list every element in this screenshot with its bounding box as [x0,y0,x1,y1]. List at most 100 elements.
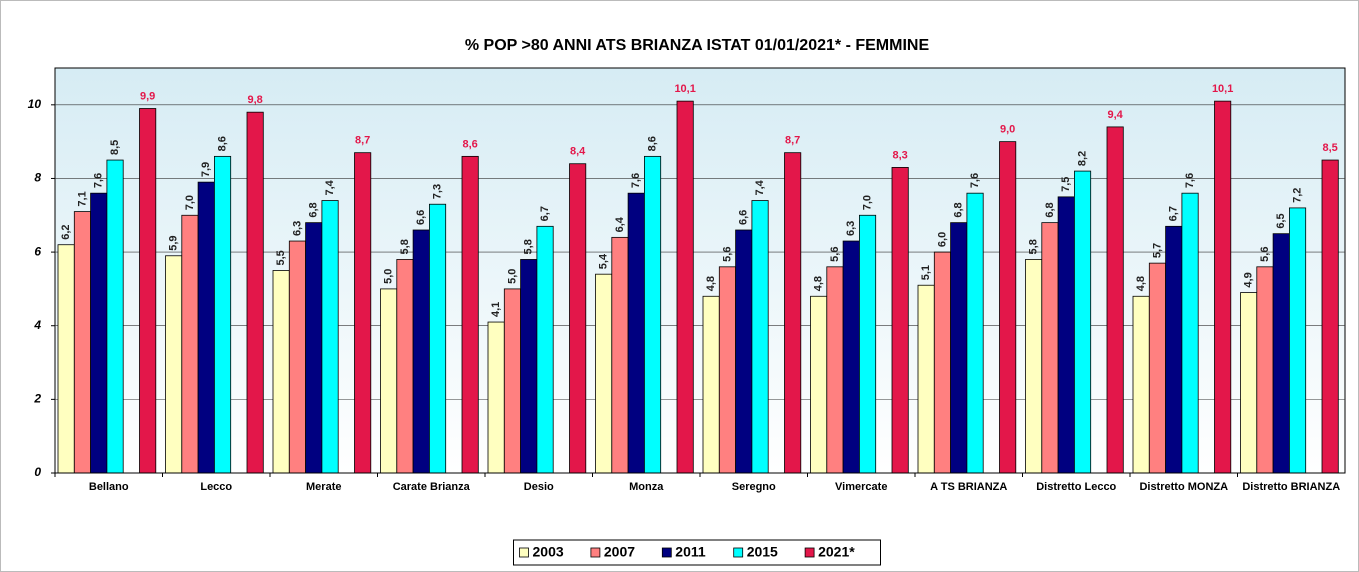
bar [1240,292,1258,474]
value-label: 7,6 [93,173,105,188]
bar [595,273,613,474]
bar [73,211,92,474]
bar [891,167,909,474]
bar [676,100,694,474]
value-label: 6,3 [845,221,857,236]
bar [1041,222,1059,474]
bar [461,155,479,474]
bar [165,255,183,474]
bar [784,152,802,474]
value-label: 6,7 [1168,206,1180,221]
value-label: 6,8 [1044,202,1056,217]
x-tick-label: Vimercate [835,481,887,493]
bar [611,236,629,474]
value-label: 6,7 [539,206,551,221]
bar [702,295,720,474]
value-label: 5,6 [721,247,733,262]
bar [57,244,75,474]
value-label: 5,0 [383,269,395,284]
bar [503,288,521,474]
value-label: 8,7 [785,135,800,147]
bar [966,192,984,474]
legend-swatch [733,547,744,558]
x-tick-label: Merate [306,481,341,493]
value-label: 9,4 [1108,109,1124,121]
bar [536,225,554,474]
value-label: 6,4 [614,216,626,232]
x-tick-label: Desio [524,481,554,493]
value-label: 9,9 [140,90,155,102]
value-label: 5,6 [1259,247,1271,262]
value-label: 5,0 [506,269,518,284]
bar [999,141,1017,474]
bar [842,240,860,474]
bar [859,214,877,474]
bar [644,155,662,474]
bar [1074,170,1092,474]
bar [950,222,968,474]
value-label: 8,6 [646,136,658,151]
value-label: 8,2 [1076,151,1088,166]
y-tick-label: 0 [34,465,41,479]
bar [213,155,232,474]
bar [246,111,264,474]
bar [520,259,538,474]
bar [1025,259,1043,474]
value-label: 8,6 [216,136,228,151]
value-label: 5,8 [399,239,411,254]
value-label: 5,8 [523,239,535,254]
bar [396,259,414,474]
bar [627,192,645,474]
x-tick-label: Distretto BRIANZA [1242,481,1340,493]
value-label: 8,5 [1323,142,1338,154]
value-label: 9,8 [248,94,263,106]
value-label: 6,8 [953,202,965,217]
bar [380,288,398,474]
value-label: 10,1 [674,83,695,95]
bar [917,284,935,474]
value-label: 8,7 [355,135,370,147]
value-label: 6,6 [415,210,427,225]
legend-label: 2021* [818,544,855,560]
x-tick-label: Seregno [732,481,776,493]
value-label: 5,8 [1028,239,1040,254]
x-tick-label: Bellano [89,481,129,493]
bar [487,321,505,474]
value-label: 4,9 [1243,272,1255,287]
bar [1132,295,1150,474]
y-tick-label: 6 [34,244,41,258]
value-label: 5,6 [829,247,841,262]
bar [933,251,951,474]
value-label: 6,3 [291,221,303,236]
bar [272,270,290,474]
value-label: 7,5 [1060,177,1072,192]
value-label: 8,4 [570,146,586,158]
legend-swatch [519,547,529,558]
bar [197,181,215,474]
x-tick-label: Lecco [200,481,232,493]
bar [90,192,108,474]
bar [735,229,753,474]
bar [1321,159,1339,474]
value-label: 4,8 [813,276,825,291]
value-label: 7,2 [1291,188,1303,203]
x-tick-label: Carate Brianza [393,481,471,493]
legend-label: 2003 [533,544,564,560]
bar [288,240,306,474]
value-label: 7,3 [431,184,443,199]
bar [1165,225,1183,474]
value-label: 8,5 [109,140,121,155]
value-label: 4,8 [705,276,717,291]
legend-swatch [804,547,815,558]
bar [1148,262,1167,474]
bar [718,266,736,474]
value-label: 6,8 [308,202,320,217]
value-label: 7,6 [1184,173,1196,188]
bar [428,203,447,474]
x-tick-label: Distretto MONZA [1139,481,1228,493]
value-label: 7,4 [324,179,336,195]
legend-swatch [661,547,672,558]
bar [1272,233,1290,474]
value-label: 5,5 [275,250,287,265]
